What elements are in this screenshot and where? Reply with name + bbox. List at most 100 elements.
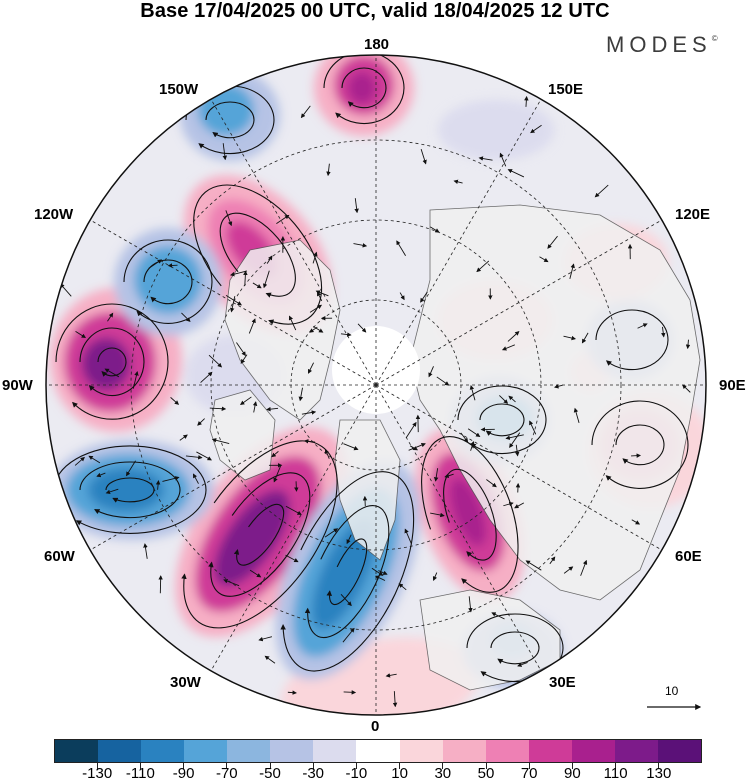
wind-arrow [342,627,355,643]
wind-arrow [324,448,330,459]
wind-arrow [223,579,240,587]
wind-arrow [75,331,87,339]
lon-label-0: 0 [371,718,380,735]
wind-arrow [155,480,161,490]
circulation [479,403,525,437]
wind-arrow [252,401,258,413]
wind-arrow [298,387,304,402]
wind-arrow [211,438,230,445]
wind-arrow [392,691,398,708]
streamline [79,461,181,519]
wind-arrow [96,472,106,478]
circulation [53,445,207,534]
wind-arrow [428,366,434,378]
wind-arrow [507,169,525,178]
circulation [326,538,368,606]
colorbar-tick-label: 10 [391,765,408,782]
colorbar-swatch [442,740,486,762]
wind-arrow [88,455,101,464]
wind-arrow [573,407,580,424]
wind-arrow [225,210,233,227]
wind-arrow [509,432,521,449]
wind-arrow [308,362,314,374]
wind-arrow [249,569,262,578]
latitude-circle [210,219,542,551]
wind-arrow [404,528,412,544]
wind-arrow [179,434,188,441]
wind-arrow [530,124,542,134]
wind-arrow [357,323,367,333]
lon-label-90e: 90E [719,377,746,394]
circulation [205,101,255,139]
wind-arrow [59,283,72,297]
colorbar-swatch [399,740,443,762]
wind-arrow [378,570,388,575]
colorbar-swatch [270,740,314,762]
wind-arrow [554,384,563,389]
circulation [105,477,155,503]
wind-arrow [185,455,203,460]
streamline [181,440,338,629]
meridian-line [375,384,542,671]
colorbar-tick-label: 50 [477,765,495,782]
meridian-line [375,99,542,386]
wind-arrow [287,690,297,695]
streamline [323,55,405,125]
circulation [341,67,387,109]
streamline [443,468,497,561]
wind-arrow [661,326,666,338]
latitude-circle [130,139,622,631]
wind-arrow [200,371,213,383]
wind-arrow [405,421,417,438]
circulation [123,239,213,324]
wind-arrow [340,332,352,337]
wind-arrow [196,451,212,461]
streamline [591,400,689,489]
wind-arrow [170,397,180,405]
wind-arrow [507,331,520,342]
streamline [205,101,255,139]
wind-arrow [143,543,148,559]
colorbar-tick [399,763,401,769]
circulation [55,303,169,420]
colorbar-swatch [55,740,99,762]
streamline [595,309,669,371]
streamline [421,436,519,593]
anomaly-blob [214,490,290,586]
wind-arrow [637,323,648,329]
wind-arrow [236,342,246,357]
colorbar-tick-label: -110 [125,765,155,782]
wind-arrow [486,479,497,488]
circulation [490,631,540,665]
wind-arrow [301,410,317,415]
wind-arrow [478,156,493,161]
colorbar-swatch [356,740,400,762]
wind-arrow [252,282,262,289]
wind-arrow [529,420,537,435]
brand-mark: © [711,34,718,43]
streamline [105,477,155,503]
colorbar-swatch [571,740,615,762]
wind-arrow [563,335,576,341]
wind-arrow [569,263,575,279]
wind-arrow [514,502,525,509]
lon-label-120w: 120W [34,206,74,223]
streamline [53,445,207,534]
wind-arrow [525,560,542,571]
land-mass [224,239,341,421]
lon-label-150w: 150W [159,81,199,98]
circulation [181,440,338,629]
streamline [208,472,311,597]
reference-vector-label: 10 [665,684,679,698]
circulation [443,468,497,561]
wind-arrow [430,226,440,233]
meridian-line [90,384,377,551]
wind-arrow [107,312,114,322]
wind-arrow [469,384,476,401]
wind-arrow [353,243,368,248]
wind-arrow [468,596,473,613]
wind-arrow [324,528,339,538]
wind-arrow [499,152,507,167]
anomaly-blob [438,100,554,160]
wind-arrow [148,259,163,269]
